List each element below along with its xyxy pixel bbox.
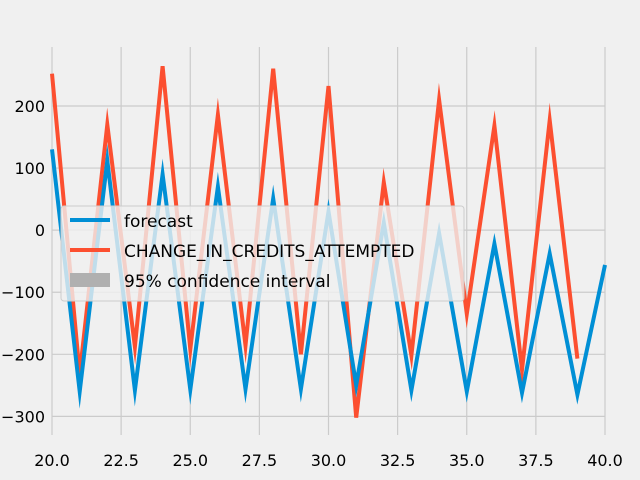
- x-tick-label: 40.0: [587, 451, 623, 470]
- x-tick-label: 30.0: [311, 451, 347, 470]
- legend-frame: [60, 205, 465, 302]
- legend-ci-swatch: [70, 273, 110, 287]
- x-tick-label: 22.5: [103, 451, 139, 470]
- legend: forecast CHANGE_IN_CREDITS_ATTEMPTED 95%…: [60, 205, 465, 302]
- x-tick-label: 32.5: [380, 451, 416, 470]
- x-tick-label: 37.5: [518, 451, 554, 470]
- y-tick-label: 0: [35, 221, 45, 240]
- x-tick-label: 25.0: [172, 451, 208, 470]
- y-tick-label: −300: [1, 407, 45, 426]
- x-tick-label: 27.5: [242, 451, 278, 470]
- legend-actual-label: CHANGE_IN_CREDITS_ATTEMPTED: [124, 242, 415, 262]
- legend-forecast-label: forecast: [124, 212, 193, 232]
- y-tick-label: 100: [14, 159, 45, 178]
- y-tick-label: −200: [1, 345, 45, 364]
- tick-labels: 20.0 22.5 25.0 27.5 30.0 32.5 35.0 37.5 40.0 −300…: [1, 97, 623, 470]
- y-tick-label: 200: [14, 97, 45, 116]
- y-tick-label: −100: [1, 283, 45, 302]
- x-tick-label: 35.0: [449, 451, 485, 470]
- legend-ci-label: 95% confidence interval: [124, 272, 330, 292]
- x-tick-label: 20.0: [34, 451, 70, 470]
